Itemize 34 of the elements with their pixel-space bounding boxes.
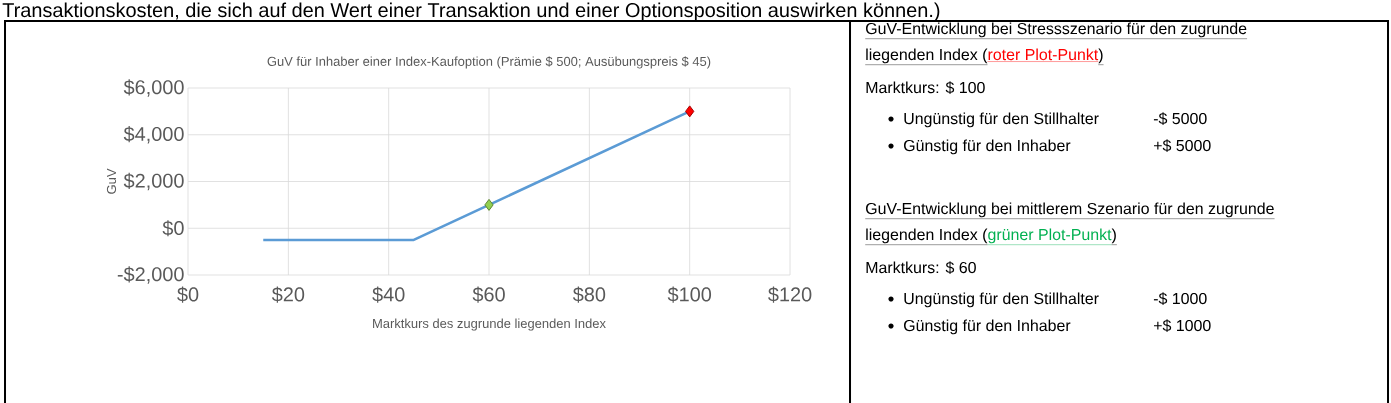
text: Ungünstig für den Stillhalter bbox=[904, 292, 1099, 308]
text: -$ 1000 bbox=[1153, 292, 1207, 306]
text: liegenden Index ( bbox=[866, 48, 988, 64]
x-axis-title: Marktkurs des zugrunde liegenden Index bbox=[373, 318, 606, 331]
text: GuV-Entwicklung bei Stressszenario für den zugrunde bbox=[866, 22, 1247, 38]
text: ) bbox=[1111, 228, 1116, 244]
y-tick-label: $0 bbox=[162, 220, 184, 237]
text: ) bbox=[1098, 48, 1103, 64]
x-tick-label: $0 bbox=[177, 286, 199, 303]
text: Günstig für den Inhaber bbox=[904, 139, 1071, 155]
text: Marktkurs: $ 100 bbox=[866, 81, 985, 95]
x-tick-label: $40 bbox=[372, 286, 405, 303]
y-tick-label: -$2,000 bbox=[117, 266, 184, 284]
text: grüner Plot-Punkt bbox=[988, 228, 1112, 244]
x-tick-label: $80 bbox=[572, 286, 606, 303]
text: roter Plot-Punkt bbox=[988, 48, 1099, 61]
y-tick-label: $2,000 bbox=[123, 172, 184, 191]
text: Günstig für den Inhaber bbox=[904, 319, 1071, 335]
x-tick-label: $20 bbox=[271, 286, 305, 303]
chart-title: GuV für Inhaber einer Index-Kaufoption (Prämie $ 500; Ausübungspreis $ 45) bbox=[267, 56, 711, 69]
x-tick-label: $100 bbox=[667, 286, 712, 303]
y-tick-label: $4,000 bbox=[123, 126, 184, 144]
text: liegenden Index ( bbox=[866, 228, 988, 244]
x-tick-label: $120 bbox=[768, 286, 812, 303]
text: +$ 1000 bbox=[1153, 319, 1211, 333]
text: Marktkurs: $ 60 bbox=[866, 261, 976, 275]
text: +$ 5000 bbox=[1153, 139, 1211, 153]
x-tick-label: $60 bbox=[472, 286, 505, 303]
text: -$ 5000 bbox=[1153, 112, 1207, 126]
text: Transaktionskosten, die sich auf den Wert einer Transaktion und einer Optionsposition auswirken können.) bbox=[2, 2, 940, 22]
text: GuV-Entwicklung bei mittlerem Szenario für den zugrunde bbox=[866, 202, 1274, 218]
y-tick-label: $6,000 bbox=[123, 79, 184, 97]
y-axis-title: GuV bbox=[106, 168, 117, 194]
text: Ungünstig für den Stillhalter bbox=[904, 112, 1099, 128]
